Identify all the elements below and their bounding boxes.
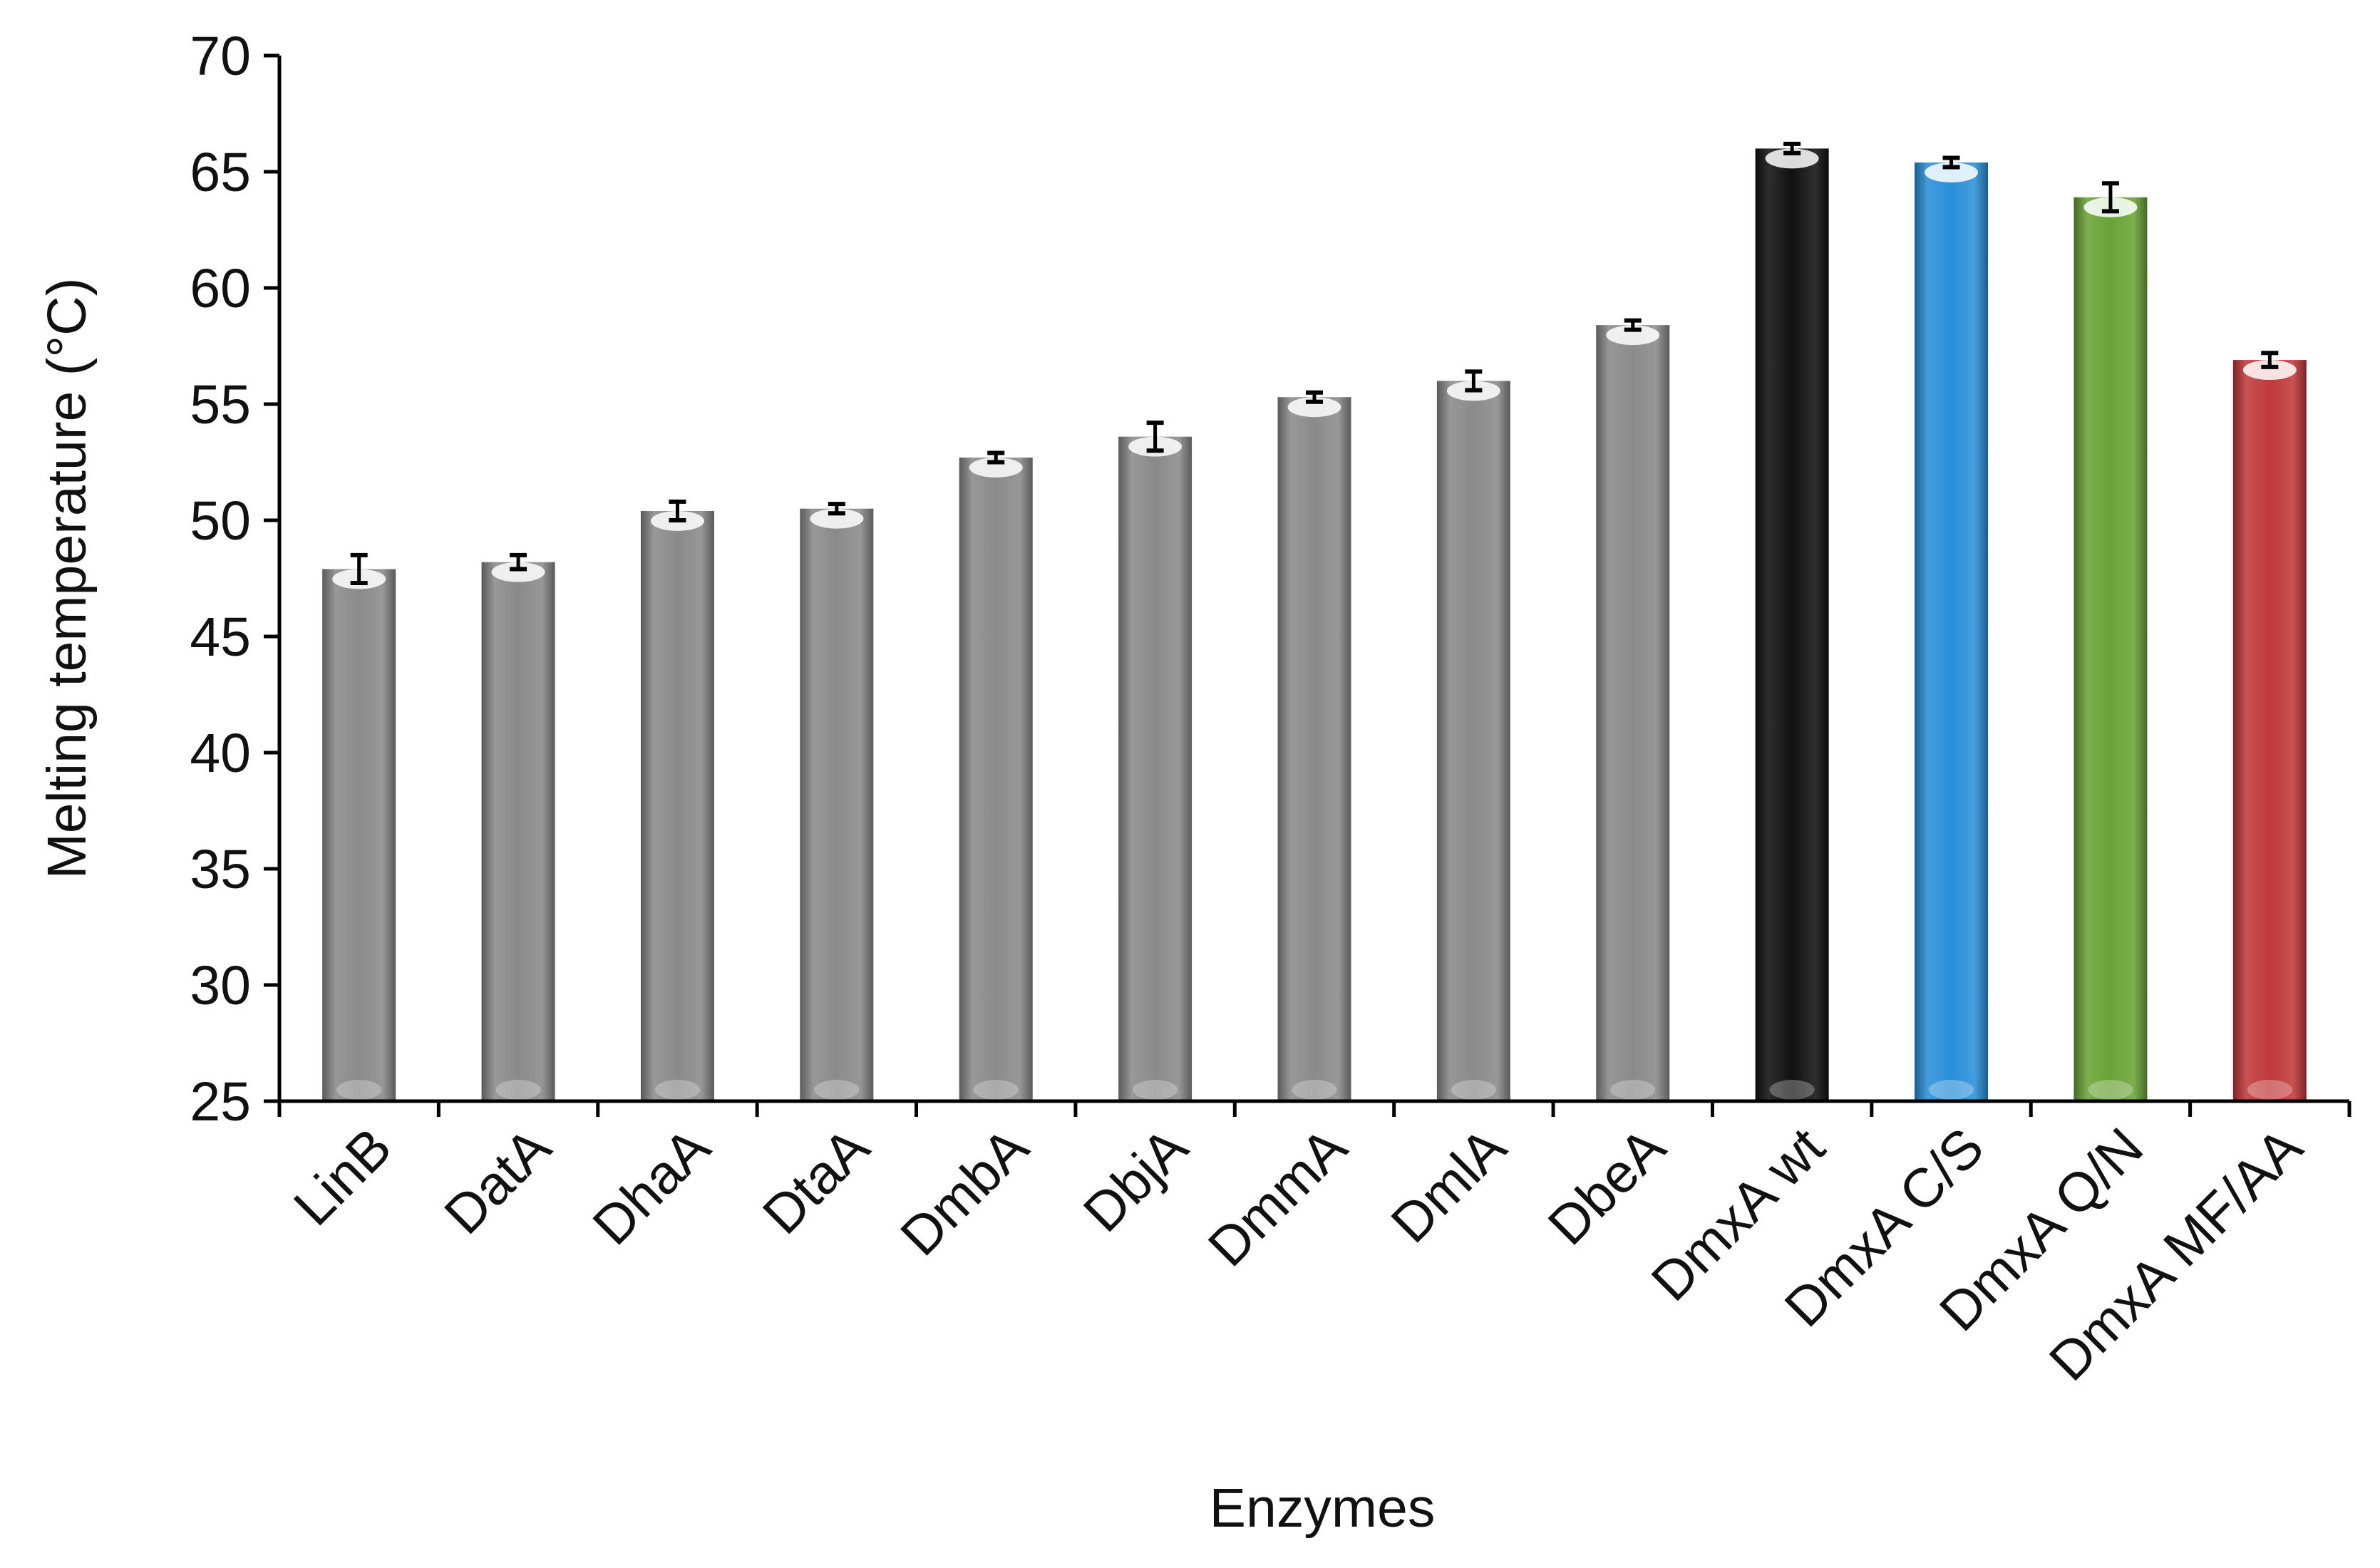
bar-dmma <box>1277 397 1351 1101</box>
bar <box>1436 381 1510 1101</box>
x-tick-label: DhaA <box>581 1116 721 1257</box>
error-bar <box>1783 141 1801 155</box>
bar-bottom-highlight <box>1929 1080 1974 1100</box>
y-tick-label: 60 <box>190 258 251 319</box>
bar-top-highlight <box>2242 360 2297 381</box>
bar <box>2232 360 2307 1101</box>
bar <box>2074 197 2148 1101</box>
bar <box>1277 397 1351 1101</box>
bar <box>1596 325 1670 1101</box>
bar-bottom-highlight <box>1610 1080 1656 1100</box>
y-tick-label: 45 <box>190 607 251 668</box>
bar <box>481 562 555 1101</box>
error-bar <box>1465 369 1483 393</box>
bar-bottom-highlight <box>1769 1080 1815 1100</box>
y-ticks: 25 30 35 40 45 50 55 60 65 70 <box>190 26 279 1133</box>
x-tick-label: DatA <box>433 1116 562 1246</box>
bar-bottom-highlight <box>336 1080 382 1100</box>
bar-bottom-highlight <box>2088 1080 2133 1100</box>
bar-top-highlight <box>810 508 864 529</box>
x-tick-label: DtaA <box>751 1116 881 1246</box>
bar-top-highlight <box>1765 148 1819 169</box>
error-bar <box>350 552 368 586</box>
bar-bottom-highlight <box>973 1080 1019 1100</box>
bar-bottom-highlight <box>1133 1080 1178 1100</box>
bar-bottom-highlight <box>654 1080 700 1100</box>
y-tick-label: 30 <box>190 955 251 1016</box>
bar-top-highlight <box>491 562 545 582</box>
bar-top-highlight <box>1287 397 1341 418</box>
bar-linb <box>322 569 396 1101</box>
y-tick-label: 55 <box>190 374 251 435</box>
y-axis-label: Melting temperature (°C) <box>36 278 98 880</box>
bar-dbea <box>1596 325 1670 1101</box>
bar-top-highlight <box>1606 325 1660 346</box>
bar-top-highlight <box>969 457 1023 478</box>
error-bar <box>1306 390 1323 404</box>
bar <box>640 510 714 1101</box>
x-tick-label: DmlA <box>1380 1116 1518 1254</box>
bar-dmxa-q-n <box>2074 197 2148 1101</box>
y-tick-label: 25 <box>190 1071 251 1133</box>
bar-dmxa-c-s <box>1915 162 1989 1102</box>
bars <box>322 148 2307 1102</box>
y-tick-label: 70 <box>190 26 251 87</box>
x-tick-label: DmmA <box>1197 1116 1359 1279</box>
y-tick-label: 40 <box>190 723 251 784</box>
error-bar <box>987 450 1005 465</box>
bar <box>1118 436 1192 1101</box>
error-bar <box>2261 351 2279 369</box>
bar-dbja <box>1118 436 1192 1101</box>
x-axis-label: Enzymes <box>1210 1477 1436 1539</box>
bar-bottom-highlight <box>495 1080 541 1100</box>
bar-bottom-highlight <box>2247 1080 2292 1100</box>
y-tick-label: 65 <box>190 142 251 203</box>
bar <box>800 508 874 1101</box>
bar <box>322 569 396 1101</box>
bar-dtaa <box>800 508 874 1101</box>
error-bar <box>828 502 845 516</box>
bar-dmla <box>1436 381 1510 1101</box>
error-bar <box>669 499 686 522</box>
bar <box>1755 148 1829 1101</box>
y-tick-label: 35 <box>190 839 251 900</box>
bar <box>1915 162 1989 1102</box>
axes <box>277 56 2349 1103</box>
x-tick-label: DbjA <box>1072 1116 1200 1244</box>
bar <box>959 457 1033 1101</box>
bar-dmba <box>959 457 1033 1101</box>
bar-top-highlight <box>1925 162 1979 182</box>
bar-bottom-highlight <box>1451 1080 1496 1100</box>
error-bar <box>1624 318 1642 332</box>
error-bar <box>2101 181 2119 214</box>
bar-dmxa-wt <box>1755 148 1829 1101</box>
x-tick-label: LinB <box>282 1116 403 1237</box>
error-bar <box>1942 155 1960 170</box>
bar-data <box>481 562 555 1101</box>
error-bar <box>510 552 527 572</box>
bar-dhaa <box>640 510 714 1101</box>
error-bar <box>1146 421 1164 453</box>
bar-bottom-highlight <box>814 1080 860 1100</box>
x-tick-label: DmbA <box>889 1116 1041 1268</box>
y-tick-label: 50 <box>190 490 251 552</box>
bar-bottom-highlight <box>1292 1080 1337 1100</box>
bar-dmxa-mf-aa <box>2232 360 2307 1101</box>
error-bars <box>350 141 2279 586</box>
x-tick-label: DbeA <box>1537 1116 1677 1257</box>
